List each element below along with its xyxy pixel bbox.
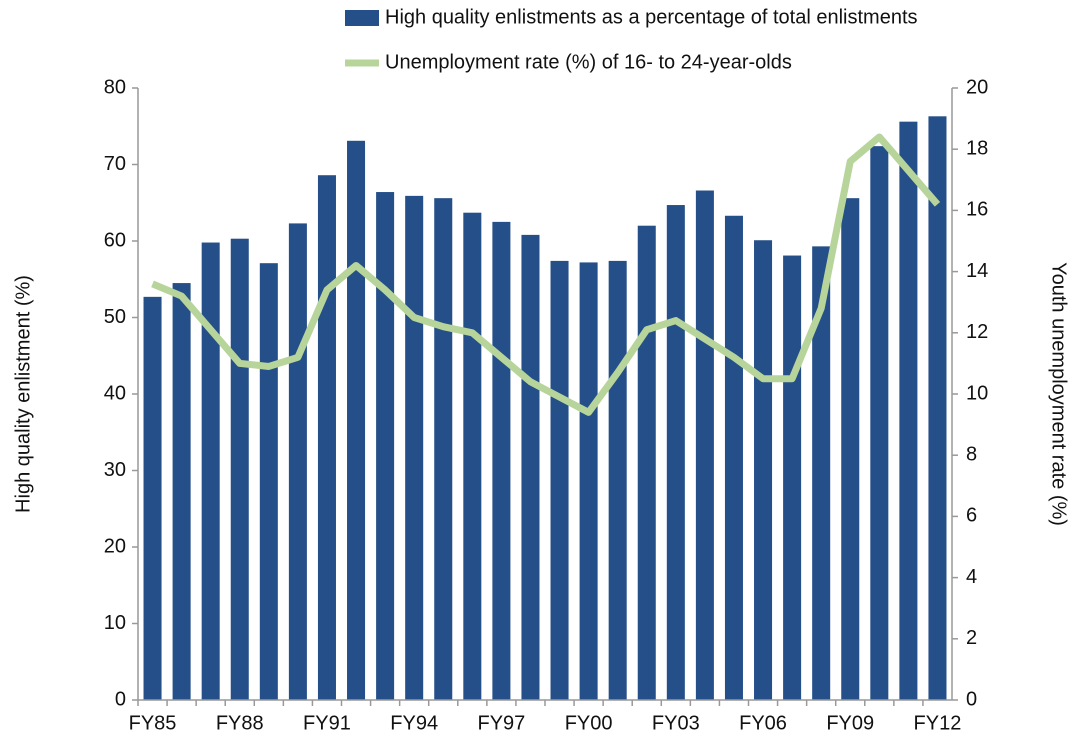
bar: [812, 246, 831, 701]
x-tick-label: FY85: [129, 712, 177, 734]
bar: [928, 116, 947, 701]
bar: [724, 215, 743, 700]
y2-tick-label: 10: [966, 382, 988, 404]
y2-tick-label: 14: [966, 260, 988, 282]
legend-label: High quality enlistments as a percentage…: [385, 6, 918, 28]
y2-tick-label: 2: [966, 627, 977, 649]
bar: [579, 262, 598, 700]
y2-tick-label: 4: [966, 566, 977, 588]
y-tick-label: 60: [104, 229, 126, 251]
bar: [463, 212, 482, 700]
bar: [172, 283, 191, 700]
y-axis-title: High quality enlistment (%): [12, 275, 34, 513]
bar: [230, 238, 249, 700]
x-tick-label: FY00: [565, 712, 613, 734]
y2-tick-label: 20: [966, 76, 988, 98]
bar: [521, 234, 540, 700]
y2-tick-label: 8: [966, 443, 977, 465]
y2-tick-label: 12: [966, 321, 988, 343]
x-tick-label: FY97: [477, 712, 525, 734]
bar: [841, 198, 860, 700]
legend-label: Unemployment rate (%) of 16- to 24-year-…: [385, 51, 792, 73]
y-tick-label: 70: [104, 153, 126, 175]
y-tick-label: 80: [104, 76, 126, 98]
line: [151, 133, 941, 416]
y2-tick-label: 16: [966, 199, 988, 221]
bar: [143, 296, 162, 700]
bar: [666, 205, 685, 701]
bar: [434, 198, 453, 700]
bar: [899, 121, 918, 700]
x-tick-label: FY91: [303, 712, 351, 734]
x-tick-label: FY03: [652, 712, 700, 734]
bar: [317, 175, 336, 700]
x-tick-label: FY12: [914, 712, 962, 734]
bar: [259, 263, 278, 700]
bar: [608, 260, 627, 700]
bar: [783, 255, 802, 700]
y2-tick-label: 18: [966, 137, 988, 159]
bar: [754, 240, 773, 701]
y2-axis-title: Youth unemployment rate (%): [1048, 262, 1070, 526]
bar: [870, 146, 889, 700]
y-tick-label: 20: [104, 535, 126, 557]
bar: [492, 221, 511, 700]
legend-swatch: [345, 10, 379, 26]
bar: [376, 192, 395, 701]
y-tick-label: 10: [104, 612, 126, 634]
y2-tick-label: 6: [966, 505, 977, 527]
x-tick-label: FY94: [390, 712, 438, 734]
y-tick-label: 50: [104, 306, 126, 328]
y-tick-label: 0: [115, 688, 126, 710]
bar: [695, 190, 714, 700]
x-tick-label: FY06: [739, 712, 787, 734]
bar: [201, 242, 220, 700]
bar: [288, 223, 307, 700]
x-tick-label: FY09: [826, 712, 874, 734]
y2-tick-label: 0: [966, 688, 977, 710]
bar: [550, 260, 569, 700]
x-tick-label: FY88: [216, 712, 264, 734]
bar: [405, 195, 424, 701]
bar: [637, 225, 656, 700]
bar: [347, 140, 366, 700]
y-tick-label: 40: [104, 382, 126, 404]
y-tick-label: 30: [104, 459, 126, 481]
